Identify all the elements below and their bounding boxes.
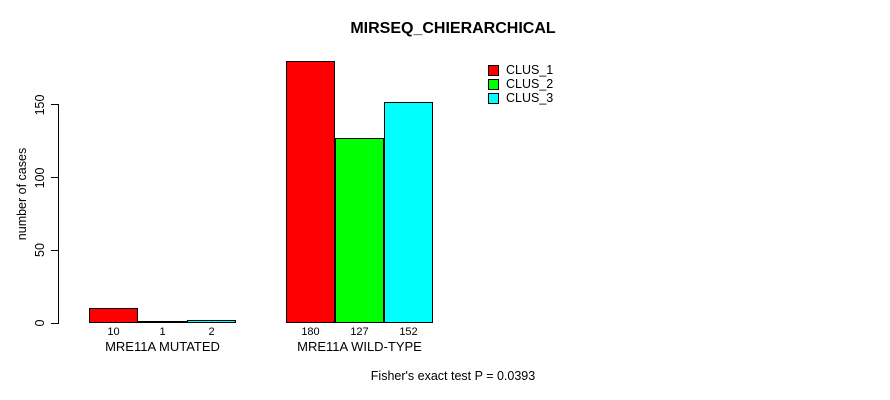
legend-label: CLUS_3 <box>506 91 554 105</box>
y-tick-label: 150 <box>33 94 47 116</box>
bar-clus_2-group2 <box>335 138 384 323</box>
y-tick <box>51 249 59 251</box>
bar-value-label: 152 <box>399 326 418 338</box>
legend-swatch-clus_2 <box>488 78 499 90</box>
bar-clus_3-group1 <box>187 320 236 323</box>
x-category-label: MRE11A WILD-TYPE <box>297 339 422 354</box>
legend-item: CLUS_2 <box>488 77 553 91</box>
legend-label: CLUS_1 <box>506 63 554 77</box>
bar-value-label: 1 <box>159 326 166 338</box>
legend-swatch-clus_3 <box>488 92 499 104</box>
bar-clus_1-group2 <box>286 61 335 323</box>
legend-item: CLUS_3 <box>488 91 553 105</box>
y-tick <box>51 322 59 324</box>
bar-clus_2-group1 <box>138 321 187 323</box>
legend-swatch-clus_1 <box>488 64 499 76</box>
bar-clus_1-group1 <box>89 308 138 323</box>
bar-value-label: 127 <box>350 326 369 338</box>
bar-value-label: 10 <box>107 326 120 338</box>
y-tick-label: 50 <box>33 243 47 258</box>
bar-value-label: 2 <box>208 326 215 338</box>
y-axis-line <box>58 105 59 323</box>
y-tick <box>51 177 59 178</box>
legend-item: CLUS_1 <box>488 63 553 77</box>
legend-label: CLUS_2 <box>506 77 554 91</box>
y-tick-label: 0 <box>33 319 47 327</box>
y-tick-label: 100 <box>33 167 47 188</box>
chart-title: MIRSEQ_CHIERARCHICAL <box>350 20 556 37</box>
legend: CLUS_1 CLUS_2 CLUS_3 <box>488 63 553 105</box>
bar-value-label: 180 <box>301 326 320 338</box>
bar-clus_3-group2 <box>384 102 433 323</box>
fisher-test-annotation: Fisher's exact test P = 0.0393 <box>370 369 536 383</box>
x-category-label: MRE11A MUTATED <box>105 339 220 354</box>
y-tick <box>51 104 59 106</box>
y-axis-label: number of cases <box>15 147 29 241</box>
